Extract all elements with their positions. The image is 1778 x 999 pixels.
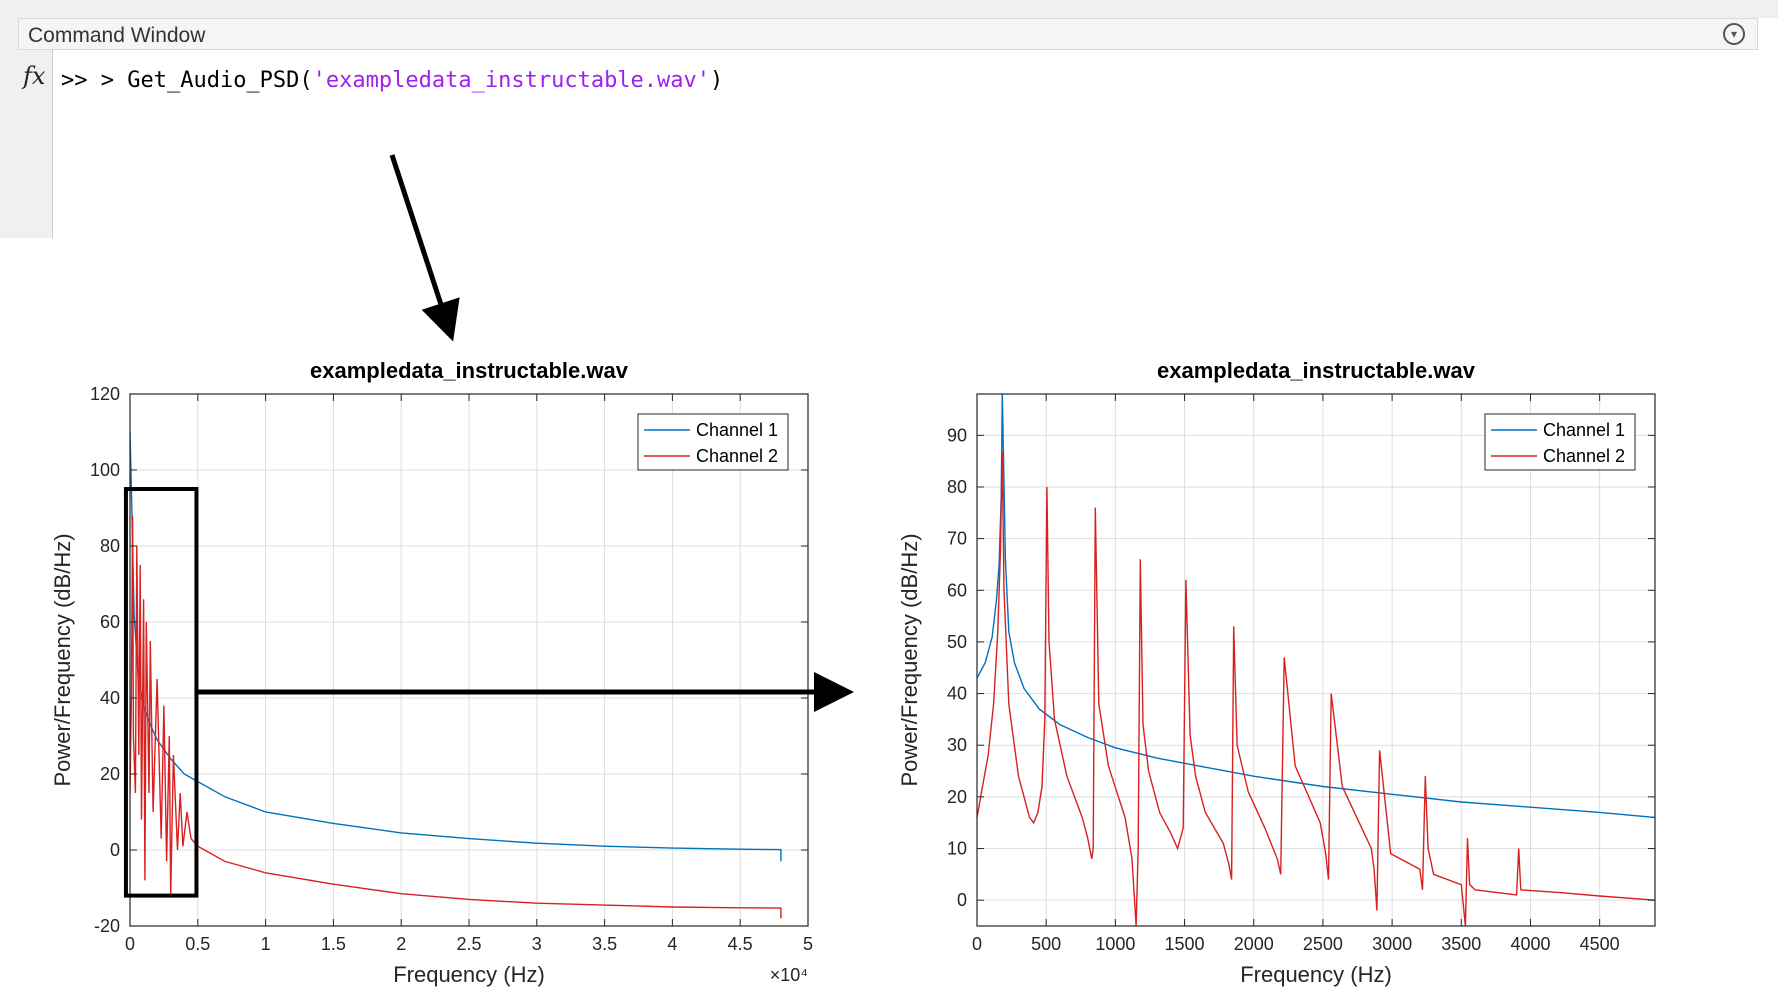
x-tick-label: 4.5 [728, 934, 753, 954]
x-tick-label: 1.5 [321, 934, 346, 954]
chart-1-title: exampledata_instructable.wav [310, 358, 629, 383]
chart-2-legend-box [1484, 413, 1636, 471]
series-line-channel-2 [977, 450, 1655, 926]
y-tick-label: 0 [957, 890, 967, 910]
y-tick-label: 80 [947, 477, 967, 497]
chart-2-legend-label-channel-1: Channel 1 [1543, 420, 1625, 440]
y-tick-label: -20 [94, 916, 120, 936]
y-tick-label: 70 [947, 529, 967, 549]
y-tick-label: 10 [947, 839, 967, 859]
x-tick-label: 4 [667, 934, 677, 954]
chart-2-frame [976, 393, 1656, 927]
chart-2-title: exampledata_instructable.wav [1157, 358, 1476, 383]
chart-full-spectrum: 0 0.5 1 1.5 2 2.5 3 3.5 4 4.5 5 -20020406080100120… [50, 358, 813, 987]
x-tick-label: 2 [396, 934, 406, 954]
y-tick-label: 90 [947, 425, 967, 445]
x-tick-label: 2500 [1303, 934, 1343, 954]
chevron-down-circle-icon[interactable]: ▾ [1723, 23, 1745, 45]
y-tick-label: 50 [947, 632, 967, 652]
x-tick-label: 1000 [1095, 934, 1135, 954]
fx-icon[interactable]: fx [23, 62, 46, 90]
command-window-title: Command Window [28, 24, 206, 47]
y-tick-label: 20 [100, 764, 120, 784]
x-tick-label: 3 [532, 934, 542, 954]
series-line-channel-2 [130, 515, 782, 919]
command-window-titlebar: Command Window ▾ [18, 18, 1758, 50]
chart-1-x-ticks: 0 0.5 1 1.5 2 2.5 3 3.5 4 4.5 5 [125, 394, 813, 954]
chart-zoomed-spectrum: 0 500 1000 1500 2000 2500 3000 3500 4000 4500 0 10… [897, 358, 1656, 987]
arrow-command-to-chart [389, 154, 460, 342]
chart-2-legend: Channel 1 Channel 2 [1484, 413, 1636, 471]
x-tick-label: 500 [1031, 934, 1061, 954]
chart-1-legend: Channel 1 Channel 2 [637, 413, 789, 471]
command-function: Get_Audio_PSD( [127, 68, 313, 93]
x-tick-label: 5 [803, 934, 813, 954]
y-tick-label: 40 [947, 684, 967, 704]
chart-2-series [977, 394, 1655, 926]
command-line[interactable]: >> > Get_Audio_PSD('exampledata_instruct… [61, 68, 723, 93]
x-tick-label: 3.5 [592, 934, 617, 954]
chart-2-x-label: Frequency (Hz) [1240, 962, 1392, 987]
x-tick-label: 1 [261, 934, 271, 954]
x-tick-label: 3000 [1372, 934, 1412, 954]
y-tick-label: 60 [947, 580, 967, 600]
x-tick-label: 4000 [1510, 934, 1550, 954]
chart-1-x-label: Frequency (Hz) [393, 962, 545, 987]
y-tick-label: 60 [100, 612, 120, 632]
y-tick-label: 80 [100, 536, 120, 556]
x-tick-label: 0 [125, 934, 135, 954]
chart-2-y-ticks: 0 10 20 30 40 50 60 70 80 90 [947, 425, 1655, 910]
y-tick-label: 20 [947, 787, 967, 807]
chart-2-legend-label-channel-2: Channel 2 [1543, 446, 1625, 466]
y-tick-label: 100 [90, 460, 120, 480]
chart-1-x-exponent: ×10⁴ [770, 965, 808, 985]
x-tick-label: 2.5 [456, 934, 481, 954]
command-window: Command Window ▾ fx >> > Get_Audio_PSD('… [0, 0, 1778, 238]
chart-2-plot-area [977, 394, 1655, 926]
chart-2-x-ticks: 0 500 1000 1500 2000 2500 3000 3500 4000 4500 [972, 394, 1620, 954]
y-tick-label: 120 [90, 384, 120, 404]
x-tick-label: 1500 [1165, 934, 1205, 954]
y-tick-label: 0 [110, 840, 120, 860]
chart-1-series [130, 431, 782, 919]
chart-1-y-label: Power/Frequency (dB/Hz) [50, 533, 75, 786]
chart-1-legend-box [637, 413, 789, 471]
x-tick-label: 0 [972, 934, 982, 954]
chart-2-grid [976, 394, 1655, 926]
chart-2-y-label: Power/Frequency (dB/Hz) [897, 533, 922, 786]
y-tick-label: 30 [947, 735, 967, 755]
x-tick-label: 3500 [1441, 934, 1481, 954]
command-window-edge [1758, 18, 1778, 238]
x-tick-label: 0.5 [185, 934, 210, 954]
command-prompt: >> > [61, 68, 128, 93]
y-tick-label: 40 [100, 688, 120, 708]
command-gutter: fx [18, 50, 53, 238]
x-tick-label: 4500 [1580, 934, 1620, 954]
command-close-paren: ) [710, 68, 724, 93]
command-argument: 'exampledata_instructable.wav' [312, 68, 711, 93]
chart-1-legend-label-channel-1: Channel 1 [696, 420, 778, 440]
series-line-channel-1 [977, 394, 1655, 819]
chart-1-y-ticks: -20 0 20 40 60 80 100 120 [90, 384, 808, 936]
x-tick-label: 2000 [1234, 934, 1274, 954]
chart-1-legend-label-channel-2: Channel 2 [696, 446, 778, 466]
command-input-area[interactable]: >> > Get_Audio_PSD('exampledata_instruct… [53, 50, 1758, 238]
